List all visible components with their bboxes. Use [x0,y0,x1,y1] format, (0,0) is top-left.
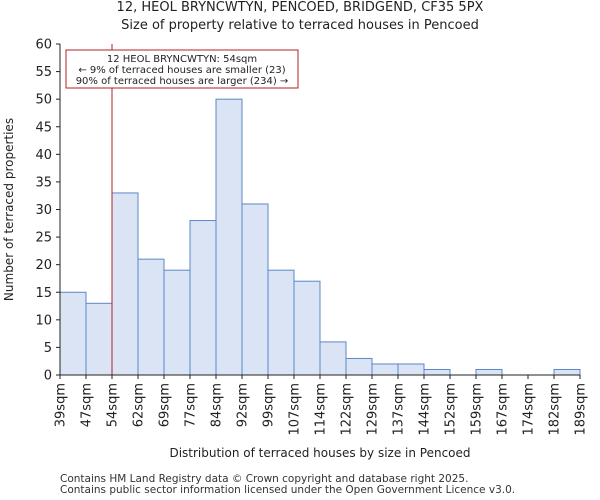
bar-69sqm [163,269,191,376]
x-tick-label: 122sqm [340,383,355,436]
x-tick-label: 129sqm [366,383,381,436]
y-tick-label: 30 [35,203,52,218]
y-tick-label: 20 [35,258,52,273]
x-tick-label: 189sqm [574,383,589,436]
bar-129sqm [371,363,399,376]
x-tick-label: 174sqm [522,383,537,436]
y-tick-label: 50 [35,93,52,108]
bar-99sqm [267,269,295,376]
annotation-line-2: ← 9% of terraced houses are smaller (23) [78,65,285,76]
bar-84sqm [215,98,243,376]
x-tick-label: 39sqm [54,383,69,427]
x-tick-label: 159sqm [470,383,485,436]
bar-62sqm [137,258,165,376]
bar-159sqm [475,368,503,376]
bar-114sqm [319,341,347,376]
x-tick-label: 114sqm [314,383,329,436]
y-tick-label: 10 [35,313,52,328]
x-tick-label: 182sqm [548,383,563,436]
x-tick-label: 99sqm [262,383,277,427]
x-tick-label: 144sqm [418,383,433,436]
x-tick-label: 47sqm [80,383,95,427]
bar-92sqm [241,203,269,376]
x-tick-label: 92sqm [236,383,251,427]
x-ticks-group: 39sqm 47sqm 54sqm 62sqm 69sqm 77sqm 84sqm 92sqm… [54,375,589,436]
y-tick-label: 40 [35,148,52,163]
annotation-frame [65,49,299,89]
x-tick-label: 77sqm [184,383,199,427]
y-tick-label: 60 [35,38,52,53]
annotation-line-1: 12 HEOL BRYNCWTYN: 54sqm [107,54,257,65]
bar-77sqm [189,220,217,376]
bar-39sqm [59,291,87,376]
bar-107sqm [293,280,321,376]
y-tick-label: 25 [35,231,52,246]
footer-licence: Contains public sector information licen… [60,484,516,496]
annotation-line-3: 90% of terraced houses are larger (234) … [76,76,289,87]
bar-137sqm [397,363,425,376]
y-tick-label: 0 [44,369,52,384]
y-tick-label: 45 [35,120,52,135]
y-tick-label: 5 [44,341,52,356]
bar-54sqm [111,192,139,376]
annotation-box: 12 HEOL BRYNCWTYN: 54sqm ← 9% of terrace… [65,49,299,89]
x-axis-label: Distribution of terraced houses by size … [169,446,470,460]
bar-182sqm [553,368,581,376]
x-tick-label: 152sqm [444,383,459,436]
y-ticks-group: 0 5 10 15 20 25 30 35 40 45 50 55 60 [35,38,60,384]
x-tick-label: 84sqm [210,383,225,427]
x-tick-label: 69sqm [158,383,173,427]
chart-subtitle: Size of property relative to terraced ho… [121,18,479,33]
y-tick-label: 55 [35,65,52,80]
bar-122sqm [345,357,373,376]
y-axis-label: Number of terraced properties [2,118,16,301]
x-tick-label: 107sqm [288,383,303,436]
bar-144sqm [423,368,451,376]
x-tick-label: 167sqm [496,383,511,436]
y-tick-label: 35 [35,175,52,190]
chart-title: 12, HEOL BRYNCWTYN, PENCOED, BRIDGEND, C… [116,0,484,15]
x-tick-label: 54sqm [106,383,121,427]
y-tick-label: 15 [35,286,52,301]
x-tick-label: 62sqm [132,383,147,427]
footer-copyright: Contains HM Land Registry data © Crown c… [60,473,469,485]
x-tick-label: 137sqm [392,383,407,436]
bars-group [59,98,581,376]
bar-47sqm [85,302,113,376]
